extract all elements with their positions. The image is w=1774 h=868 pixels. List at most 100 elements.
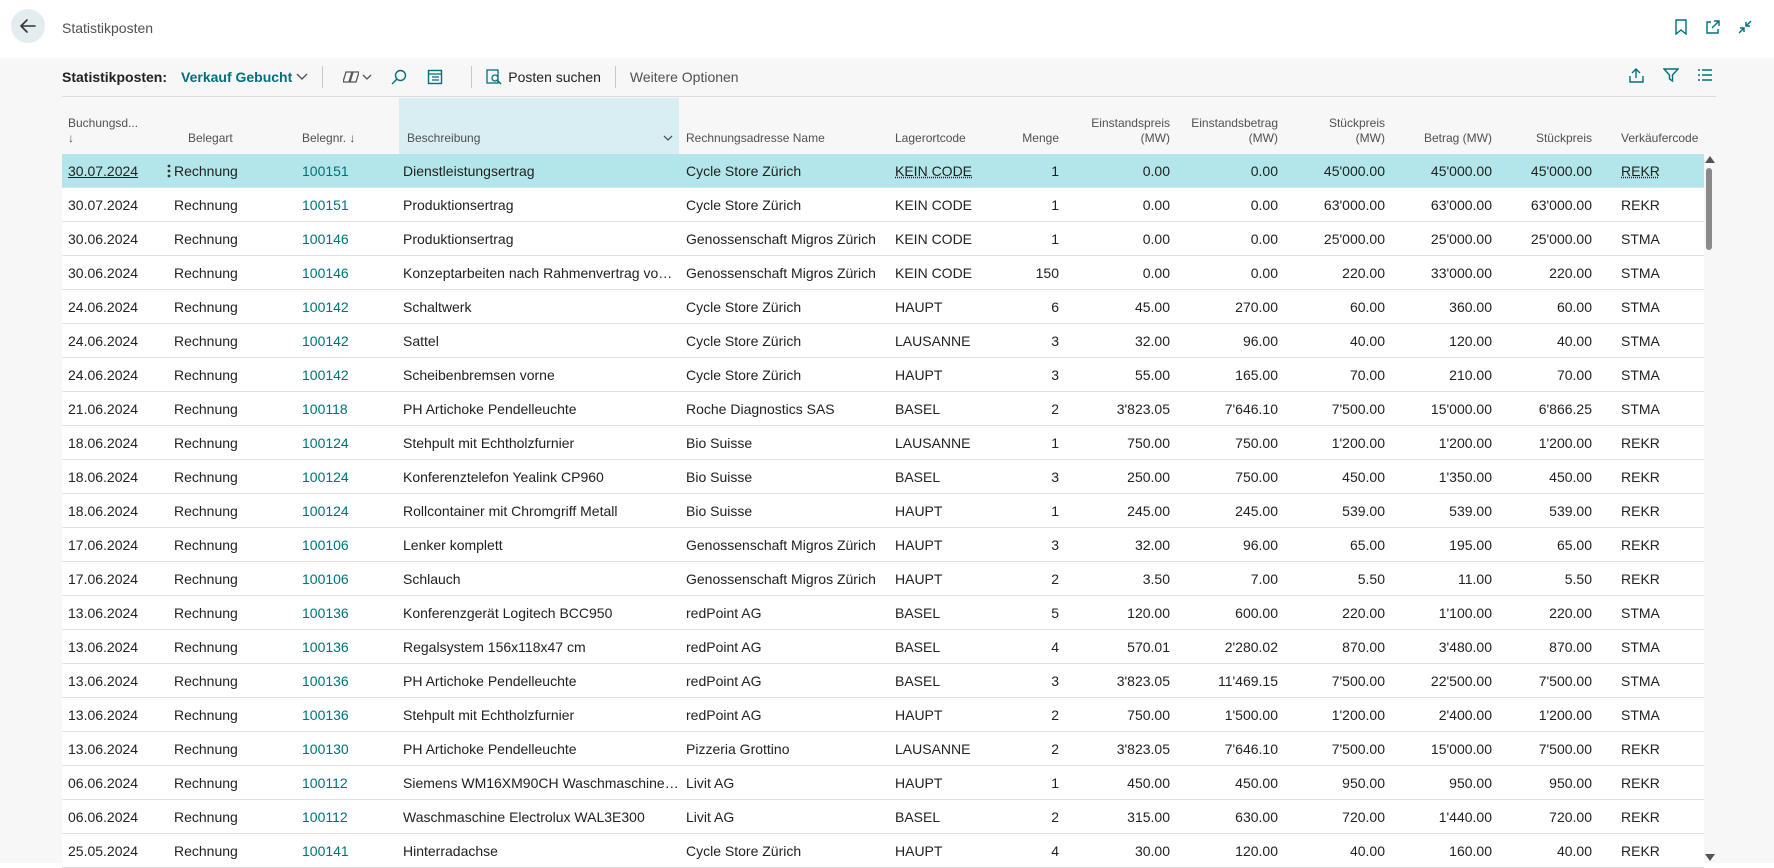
list-layout-icon[interactable] — [1694, 64, 1716, 86]
cell-quantity: 3 — [1007, 358, 1059, 392]
cell-document-no[interactable]: 100142 — [302, 358, 382, 392]
filter-icon[interactable] — [1660, 64, 1682, 86]
cell-document-no[interactable]: 100146 — [302, 222, 382, 256]
cell-document-no[interactable]: 100124 — [302, 494, 382, 528]
cell-salesperson-code: REKR — [1621, 494, 1691, 528]
cell-salesperson-code: STMA — [1621, 222, 1691, 256]
table-row[interactable]: 21.06.2024 Rechnung 100118 PH Artichoke Pen… — [62, 392, 1704, 426]
column-header-description[interactable]: Beschreibung — [399, 98, 679, 154]
cell-amount-lcy: 1'200.00 — [1392, 426, 1492, 460]
cell-bill-to-name: Bio Suisse — [686, 426, 886, 460]
cell-document-no[interactable]: 100136 — [302, 664, 382, 698]
cell-salesperson-code: STMA — [1621, 256, 1691, 290]
search-button[interactable] — [385, 63, 413, 91]
cell-document-no[interactable]: 100124 — [302, 460, 382, 494]
column-header-amount-lcy[interactable]: Betrag (MW) — [1392, 98, 1492, 154]
cell-document-no[interactable]: 100106 — [302, 528, 382, 562]
row-menu-icon[interactable] — [162, 154, 176, 188]
cell-document-no[interactable]: 100151 — [302, 188, 382, 222]
cell-cost-amount: 96.00 — [1172, 324, 1278, 358]
cell-unit-cost: 750.00 — [1072, 426, 1170, 460]
cell-cost-amount: 750.00 — [1172, 426, 1278, 460]
cell-amount-lcy: 195.00 — [1392, 528, 1492, 562]
cell-document-no[interactable]: 100142 — [302, 324, 382, 358]
table-row[interactable]: 13.06.2024 Rechnung 100130 PH Artichoke Pen… — [62, 732, 1704, 766]
table-row[interactable]: 30.07.2024 Rechnung 100151 Dienstleistungse… — [62, 154, 1704, 188]
cell-document-no[interactable]: 100130 — [302, 732, 382, 766]
copilot-menu-button[interactable] — [337, 63, 377, 91]
vertical-scrollbar[interactable] — [1704, 156, 1714, 861]
edit-list-button[interactable] — [421, 63, 449, 91]
table-row[interactable]: 06.06.2024 Rechnung 100112 Siemens WM16XM9… — [62, 766, 1704, 800]
column-header-posting-date[interactable]: Buchungsd... ↓ — [68, 98, 158, 154]
cell-document-type: Rechnung — [174, 562, 274, 596]
column-header-cost-amount[interactable]: Einstandsbetrag (MW) — [1172, 98, 1278, 154]
collapse-icon[interactable] — [1736, 18, 1754, 36]
cell-document-no[interactable]: 100151 — [302, 154, 382, 188]
more-options-button[interactable]: Weitere Optionen — [630, 69, 739, 85]
scroll-thumb[interactable] — [1706, 168, 1712, 250]
cell-document-no[interactable]: 100142 — [302, 290, 382, 324]
cell-description: Konzeptarbeiten nach Rahmenvertrag vom..… — [403, 256, 679, 290]
table-row[interactable]: 24.06.2024 Rechnung 100142 Sattel Cycle Stor… — [62, 324, 1704, 358]
bookmark-icon[interactable] — [1672, 18, 1690, 36]
table-row[interactable]: 17.06.2024 Rechnung 100106 Schlauch Genossen… — [62, 562, 1704, 596]
column-header-document-type[interactable]: Belegart — [188, 98, 278, 154]
cell-posting-date: 18.06.2024 — [68, 494, 158, 528]
table-row[interactable]: 30.06.2024 Rechnung 100146 Konzeptarbeiten … — [62, 256, 1704, 290]
table-row[interactable]: 24.06.2024 Rechnung 100142 Scheibenbremsen … — [62, 358, 1704, 392]
table-row[interactable]: 13.06.2024 Rechnung 100136 Stehpult mit Ech… — [62, 698, 1704, 732]
table-row[interactable]: 17.06.2024 Rechnung 100106 Lenker komplett G… — [62, 528, 1704, 562]
scroll-up-icon[interactable] — [1705, 156, 1715, 163]
table-row[interactable]: 13.06.2024 Rechnung 100136 Regalsystem 156x… — [62, 630, 1704, 664]
column-header-unit-cost[interactable]: Einstandspreis (MW) — [1072, 98, 1170, 154]
column-header-document-no[interactable]: Belegnr. ↓ — [302, 98, 392, 154]
find-entries-button[interactable]: Posten suchen — [486, 69, 601, 85]
cell-document-no[interactable]: 100124 — [302, 426, 382, 460]
cell-document-no[interactable]: 100112 — [302, 766, 382, 800]
cell-document-no[interactable]: 100146 — [302, 256, 382, 290]
cell-document-no[interactable]: 100136 — [302, 596, 382, 630]
cell-quantity: 3 — [1007, 528, 1059, 562]
cell-document-no[interactable]: 100118 — [302, 392, 382, 426]
table-row[interactable]: 30.06.2024 Rechnung 100146 Produktionsertra… — [62, 222, 1704, 256]
share-icon[interactable] — [1626, 64, 1648, 86]
column-header-location-code[interactable]: Lagerortcode — [895, 98, 995, 154]
column-header-quantity[interactable]: Menge — [1007, 98, 1059, 154]
table-row[interactable]: 13.06.2024 Rechnung 100136 Konferenzgerät L… — [62, 596, 1704, 630]
table-row[interactable]: 18.06.2024 Rechnung 100124 Rollcontainer mi… — [62, 494, 1704, 528]
cell-unit-price: 220.00 — [1502, 256, 1592, 290]
table-row[interactable]: 13.06.2024 Rechnung 100136 PH Artichoke Pen… — [62, 664, 1704, 698]
column-header-salesperson-code[interactable]: Verkäufercode — [1621, 98, 1711, 154]
table-row[interactable]: 24.06.2024 Rechnung 100142 Schaltwerk Cycle … — [62, 290, 1704, 324]
table-row[interactable]: 06.06.2024 Rechnung 100112 Waschmaschine El… — [62, 800, 1704, 834]
scroll-down-icon[interactable] — [1705, 854, 1715, 861]
cell-document-no[interactable]: 100106 — [302, 562, 382, 596]
cell-cost-amount: 2'280.02 — [1172, 630, 1278, 664]
cell-unit-price-lcy: 63'000.00 — [1290, 188, 1385, 222]
column-header-unit-price[interactable]: Stückpreis — [1502, 98, 1592, 154]
cell-document-no[interactable]: 100136 — [302, 698, 382, 732]
table-row[interactable]: 18.06.2024 Rechnung 100124 Stehpult mit Ech… — [62, 426, 1704, 460]
cell-unit-price: 45'000.00 — [1502, 154, 1592, 188]
back-button[interactable] — [11, 9, 45, 43]
cell-unit-price-lcy: 1'200.00 — [1290, 698, 1385, 732]
cell-bill-to-name: Cycle Store Zürich — [686, 290, 886, 324]
open-new-window-icon[interactable] — [1704, 18, 1722, 36]
cell-unit-price: 6'866.25 — [1502, 392, 1592, 426]
cell-unit-price: 220.00 — [1502, 596, 1592, 630]
cell-description: Produktionsertrag — [403, 188, 679, 222]
grid-header: Buchungsd... ↓ Belegart Belegnr. ↓ Besch… — [62, 98, 1704, 154]
cell-document-no[interactable]: 100112 — [302, 800, 382, 834]
cell-document-no[interactable]: 100136 — [302, 630, 382, 664]
column-header-unit-price-lcy[interactable]: Stückpreis (MW) — [1290, 98, 1385, 154]
table-row[interactable]: 18.06.2024 Rechnung 100124 Konferenztelefon… — [62, 460, 1704, 494]
cell-amount-lcy: 3'480.00 — [1392, 630, 1492, 664]
column-header-bill-to-name[interactable]: Rechnungsadresse Name — [686, 98, 886, 154]
table-row[interactable]: 30.07.2024 Rechnung 100151 Produktionsertra… — [62, 188, 1704, 222]
cell-unit-price-lcy: 1'200.00 — [1290, 426, 1385, 460]
cell-document-type: Rechnung — [174, 596, 274, 630]
cell-description: Rollcontainer mit Chromgriff Metall — [403, 494, 679, 528]
view-selector[interactable]: Verkauf Gebucht — [181, 69, 308, 85]
cell-unit-price: 63'000.00 — [1502, 188, 1592, 222]
